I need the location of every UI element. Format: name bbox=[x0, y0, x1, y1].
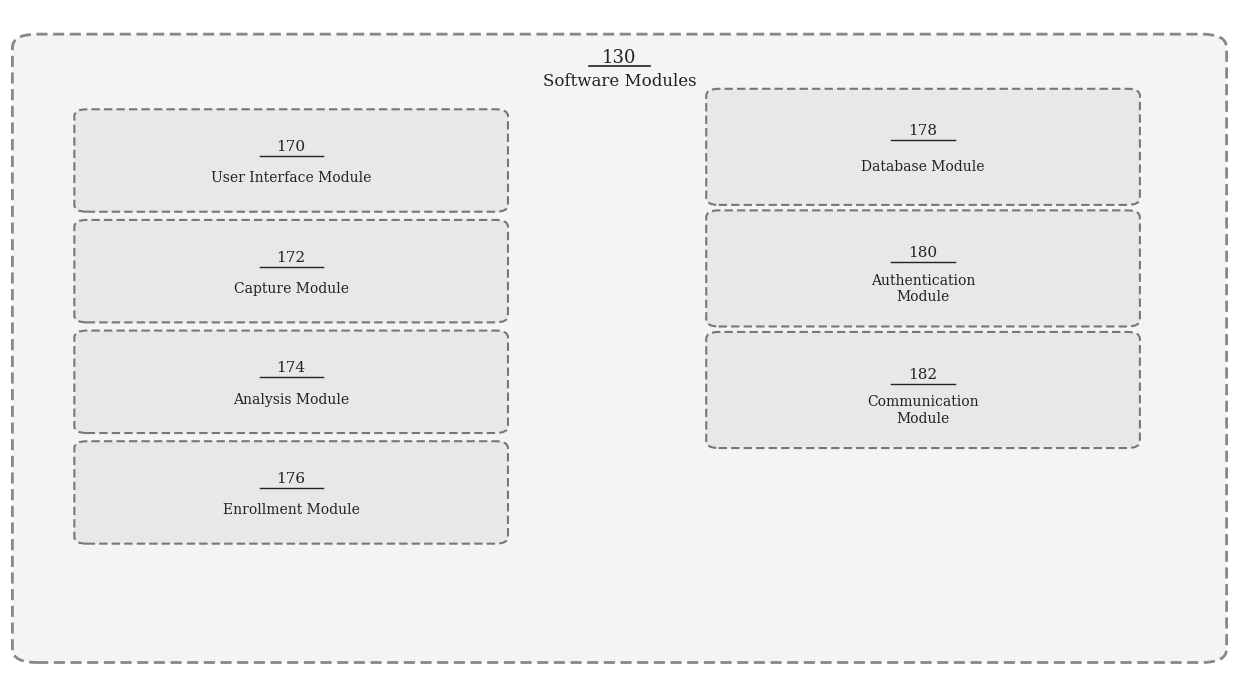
FancyBboxPatch shape bbox=[74, 441, 508, 544]
FancyBboxPatch shape bbox=[706, 89, 1140, 205]
Text: Authentication
Module: Authentication Module bbox=[871, 274, 975, 304]
Text: Communication
Module: Communication Module bbox=[867, 395, 979, 426]
FancyBboxPatch shape bbox=[74, 220, 508, 322]
FancyBboxPatch shape bbox=[706, 332, 1140, 448]
Text: User Interface Module: User Interface Module bbox=[211, 171, 372, 185]
FancyBboxPatch shape bbox=[74, 109, 508, 212]
FancyBboxPatch shape bbox=[74, 331, 508, 433]
Text: Analysis Module: Analysis Module bbox=[233, 393, 349, 406]
Text: Software Modules: Software Modules bbox=[543, 74, 696, 90]
Text: 180: 180 bbox=[908, 246, 938, 260]
Text: 170: 170 bbox=[276, 140, 306, 154]
FancyBboxPatch shape bbox=[12, 34, 1227, 663]
Text: 172: 172 bbox=[276, 251, 306, 265]
Text: Capture Module: Capture Module bbox=[234, 282, 348, 296]
Text: 182: 182 bbox=[908, 367, 938, 382]
Text: 178: 178 bbox=[908, 124, 938, 139]
Text: 130: 130 bbox=[602, 49, 637, 67]
FancyBboxPatch shape bbox=[706, 210, 1140, 326]
Text: 174: 174 bbox=[276, 361, 306, 376]
Text: Database Module: Database Module bbox=[861, 161, 985, 174]
Text: 176: 176 bbox=[276, 472, 306, 486]
Text: Enrollment Module: Enrollment Module bbox=[223, 503, 359, 517]
